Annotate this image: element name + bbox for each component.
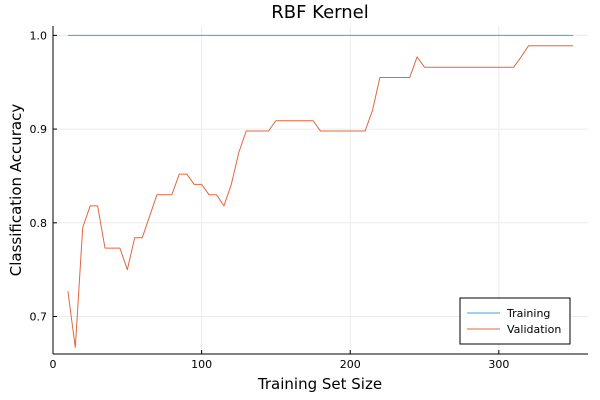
y-tick-label: 0.8 [30, 217, 48, 230]
x-tick-label: 300 [488, 358, 509, 371]
series-line-validation [67, 45, 574, 348]
y-axis-title: Classification Accuracy [7, 104, 25, 277]
legend-label-validation: Validation [507, 323, 561, 336]
y-tick-label: 0.9 [30, 123, 48, 136]
tick-labels: 0 100 200 300 0.7 0.8 0.9 1.0 [30, 29, 510, 371]
legend-box [459, 297, 571, 345]
grid [52, 26, 588, 354]
y-tick-label: 0.7 [30, 311, 48, 324]
axes [52, 26, 588, 355]
series-group [67, 34, 574, 348]
chart-title: RBF Kernel [271, 2, 368, 23]
x-axis-title: Training Set Size [257, 375, 382, 393]
y-tick-label: 1.0 [30, 29, 48, 42]
x-tick-label: 0 [50, 358, 57, 371]
x-tick-label: 100 [191, 358, 212, 371]
legend-label-training: Training [506, 307, 550, 320]
legend: Training Validation [459, 297, 571, 345]
x-tick-label: 200 [340, 358, 361, 371]
